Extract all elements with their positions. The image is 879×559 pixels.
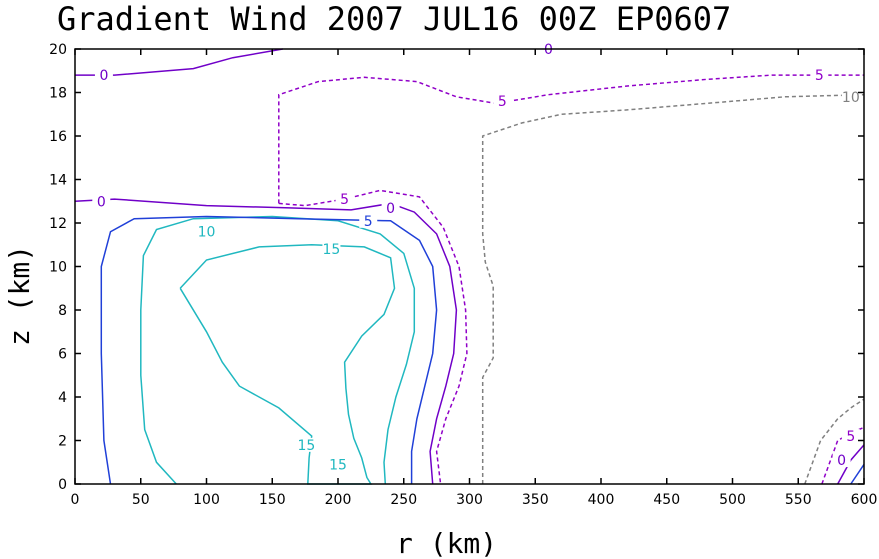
x-tick-label: 100 <box>193 492 220 508</box>
contour-label: 0 <box>97 194 106 210</box>
contour-label: 5 <box>364 214 373 230</box>
contour-label-background <box>197 224 216 239</box>
contour-label: 0 <box>386 201 395 217</box>
contour-line-level-15 <box>179 243 396 485</box>
x-tick-label: 600 <box>851 492 878 508</box>
y-tick-label: 4 <box>58 390 67 406</box>
x-tick-label: 550 <box>785 492 812 508</box>
plot-frame <box>74 48 865 485</box>
contour-label-background <box>381 200 400 215</box>
contour-line-level--10 <box>804 398 865 485</box>
x-tick-label: 0 <box>71 492 80 508</box>
y-tick-label: 20 <box>49 42 67 58</box>
contour-label: 10 <box>842 90 860 106</box>
y-tick-label: 18 <box>49 86 67 102</box>
y-tick-label: 14 <box>49 173 67 189</box>
contour-line-level-0 <box>837 444 865 485</box>
contour-label: 10 <box>198 225 216 241</box>
x-tick-label: 150 <box>259 492 286 508</box>
contour-line-level-5 <box>850 463 865 485</box>
contour-label-background <box>359 213 378 228</box>
chart-title: Gradient Wind 2007 JUL16 00Z EP0607 <box>57 0 731 38</box>
y-tick-label: 0 <box>58 477 67 493</box>
contour-line-level--5 <box>278 74 864 204</box>
contour-label: 5 <box>498 94 507 110</box>
contour-label: 5 <box>815 68 824 84</box>
x-axis-label: r (km) <box>396 527 497 559</box>
contour-lines <box>74 48 865 485</box>
x-tick-label: 50 <box>132 492 150 508</box>
x-tick-label: 250 <box>390 492 417 508</box>
y-tick-label: 16 <box>49 129 67 145</box>
contour-label: 15 <box>329 457 347 473</box>
contour-label: 15 <box>298 438 316 454</box>
contour-label: 5 <box>340 192 349 208</box>
x-tick-label: 450 <box>653 492 680 508</box>
contour-label-background <box>329 457 347 472</box>
contour-line-level-0 <box>74 198 458 485</box>
y-tick-label: 8 <box>58 303 67 319</box>
contour-label-background <box>94 68 113 83</box>
contour-label-background <box>841 89 860 104</box>
x-tick-label: 350 <box>522 492 549 508</box>
x-tick-label: 400 <box>588 492 615 508</box>
contour-label-background <box>493 94 512 109</box>
contour-label-background <box>92 194 111 209</box>
contour-label-background <box>335 192 354 207</box>
contour-line-level-10 <box>140 215 416 485</box>
contour-label: 0 <box>99 68 108 84</box>
contour-label: 15 <box>323 242 341 258</box>
contour-label-background <box>322 242 341 257</box>
contour-label-background <box>810 68 829 83</box>
x-tick-label: 500 <box>719 492 746 508</box>
contour-label-background <box>832 453 851 468</box>
contour-line-level-5 <box>100 215 438 485</box>
x-tick-label: 200 <box>325 492 352 508</box>
contour-label-background <box>297 437 316 452</box>
y-axis-label: z (km) <box>3 245 36 346</box>
x-tick-label: 300 <box>456 492 483 508</box>
contour-line-level--10 <box>481 93 865 484</box>
y-tick-label: 12 <box>49 216 67 232</box>
y-tick-label: 6 <box>58 347 67 363</box>
contour-label: 0 <box>544 42 553 58</box>
contour-label: 0 <box>837 453 846 469</box>
y-tick-label: 2 <box>58 434 67 450</box>
axis-ticks: 0 50 100 150 200 250 300 350 400 450 500 550 6000246… <box>49 42 877 508</box>
contour-label-background <box>841 429 860 444</box>
contour-label: 5 <box>846 429 855 445</box>
y-tick-label: 10 <box>49 260 67 276</box>
